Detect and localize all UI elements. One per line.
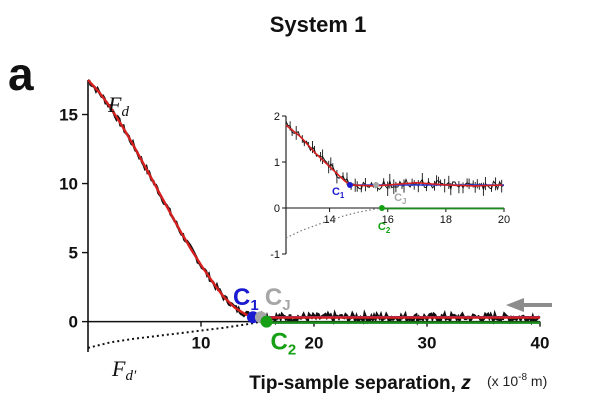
- inset-fd-noise-line: [285, 121, 504, 191]
- label-cj: CJ: [265, 284, 291, 314]
- inset-label-c1: C1: [332, 186, 345, 200]
- x-tick-label: 20: [305, 334, 324, 353]
- inset-point-c1: [346, 182, 353, 188]
- inset-label-c2: C2: [378, 221, 391, 235]
- y-tick-label: 15: [59, 106, 78, 125]
- panel-label: a: [8, 48, 34, 100]
- inset-x-tick-label: 16: [382, 214, 394, 226]
- x-axis-label: Tip-sample separation, z: [249, 373, 471, 394]
- x-tick-label: 40: [531, 334, 550, 353]
- fdprime-line: [87, 320, 267, 349]
- approach-arrow-head: [506, 298, 524, 313]
- label-c1: C1: [233, 284, 259, 314]
- x-axis-units: (x 10-8 m): [487, 372, 547, 389]
- inset-fd-fit-line: [285, 124, 503, 187]
- fd-fit-line: [87, 79, 540, 319]
- figure-title: System 1: [270, 12, 367, 37]
- inset-point-cj: [373, 182, 380, 188]
- inset-point-c2: [378, 205, 385, 211]
- y-tick-label: 10: [59, 175, 78, 194]
- point-c2: [260, 315, 273, 328]
- fd-label: Fd: [107, 92, 129, 120]
- inset-y-tick-label: 1: [274, 157, 280, 169]
- fdprime-label: Fd': [111, 356, 137, 384]
- y-tick-label: 5: [69, 244, 78, 263]
- inset-x-tick-label: 20: [498, 214, 510, 226]
- inset-y-tick-label: 2: [274, 111, 280, 123]
- label-c2: C2: [271, 329, 297, 359]
- inset-x-tick-label: 14: [323, 214, 335, 226]
- fd-noise-line: [87, 79, 541, 326]
- x-tick-label: 10: [192, 334, 211, 353]
- inset-y-tick-label: 0: [274, 203, 280, 215]
- inset-y-tick-label: -1: [270, 249, 280, 261]
- inset-label-cj: CJ: [394, 192, 406, 206]
- inset-x-tick-label: 18: [440, 214, 452, 226]
- x-tick-label: 30: [418, 334, 437, 353]
- y-tick-label: 0: [69, 313, 78, 332]
